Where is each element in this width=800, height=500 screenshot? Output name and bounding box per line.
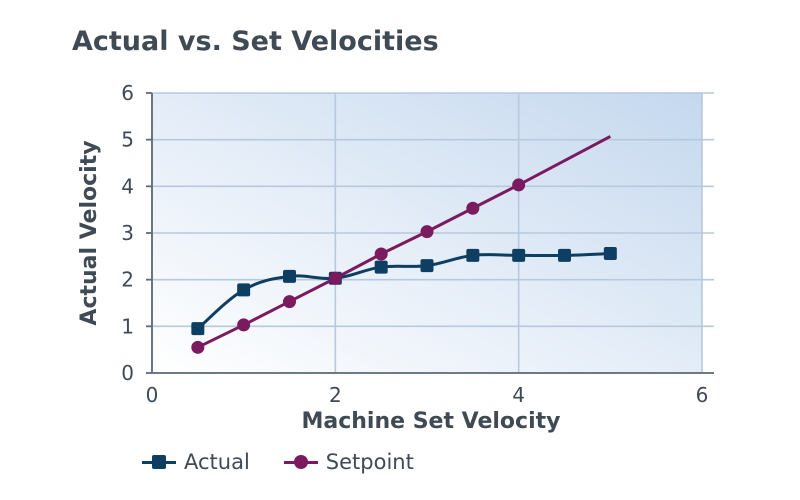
data-point-actual-0 [191,322,205,336]
axes [146,92,714,374]
y-axis-title: Actual Velocity [77,140,102,325]
series-line-actual [196,252,611,330]
x-tick-label-4: 4 [512,383,525,407]
data-point-actual-1 [237,283,251,297]
y-tick-label-0: 0 [121,361,134,385]
legend-item-setpoint: Setpoint [283,450,414,474]
data-point-actual-7 [512,248,526,262]
legend-swatch-setpoint [283,455,318,469]
data-point-actual-5 [420,259,434,273]
legend-swatch-actual [142,455,176,469]
data-point-setpoint-7 [512,178,526,192]
legend-label-actual: Actual [184,450,250,474]
x-tick-label-0: 0 [146,383,159,407]
data-point-setpoint-4 [374,247,388,261]
data-point-actual-8 [558,248,571,262]
data-point-actual-9 [603,247,617,261]
y-tick-label-4: 4 [121,174,134,198]
legend: Actual Setpoint [142,450,414,474]
y-tick-label-5: 5 [121,128,134,152]
data-point-setpoint-1 [237,318,251,332]
y-tick-label-6: 6 [121,81,134,105]
x-axis-title: Machine Set Velocity [301,409,560,434]
data-point-actual-4 [374,260,388,274]
data-point-actual-2 [283,269,296,283]
data-point-setpoint-6 [466,201,480,215]
y-tick-label-3: 3 [121,221,134,245]
chart-title: Actual vs. Set Velocities [72,26,439,57]
tick-labels: 0 1 2 3 4 5 6 0 2 4 6 [121,81,708,407]
legend-item-actual: Actual [142,450,250,474]
x-tick-label-6: 6 [696,383,709,407]
data-point-setpoint-3 [328,271,342,285]
data-point-actual-6 [466,248,480,262]
y-tick-label-2: 2 [121,268,134,292]
y-tick-label-1: 1 [121,314,134,338]
data-point-setpoint-2 [283,295,296,309]
x-tick-label-2: 2 [329,383,342,407]
data-point-setpoint-5 [420,225,434,239]
series [191,135,617,354]
legend-label-setpoint: Setpoint [325,450,414,474]
data-point-setpoint-0 [191,340,205,354]
